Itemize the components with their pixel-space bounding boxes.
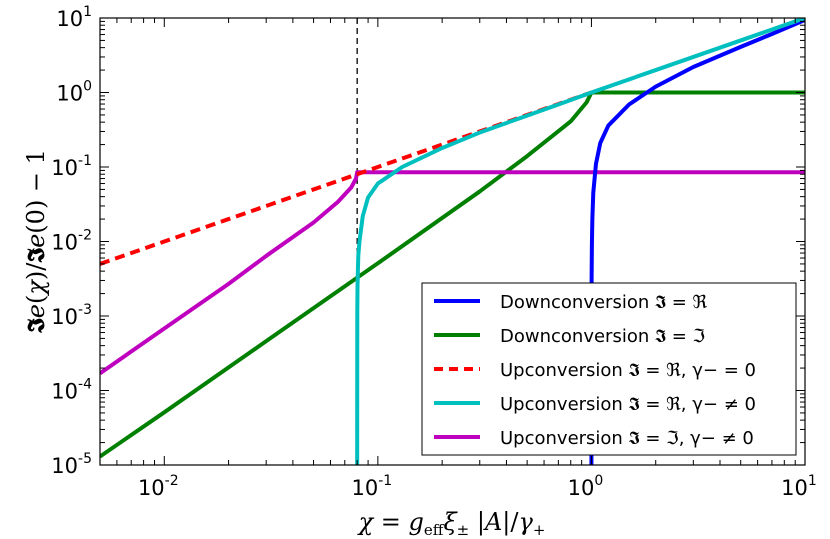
y-tick-label: 10-4 [51, 377, 92, 404]
legend-label-4: Upconversion 𝕴 = ℑ, γ− ≠ 0 [500, 428, 754, 449]
legend-label-2: Upconversion 𝕴 = ℜ, γ− = 0 [500, 360, 756, 381]
series-line-1 [100, 90, 805, 459]
y-tick-label: 10-5 [51, 451, 92, 478]
y-tick-label: 101 [56, 4, 92, 31]
y-tick-label: 10-1 [51, 153, 92, 180]
legend-label-1: Downconversion 𝕴 = ℑ [500, 326, 705, 347]
x-tick-label: 101 [781, 473, 817, 500]
y-tick-label: 10-2 [51, 228, 92, 255]
y-axis-label: 𝕴e(χ)/𝕴e(0) − 1 [21, 149, 50, 333]
y-tick-label: 100 [56, 79, 92, 106]
legend: Downconversion 𝕴 = ℜ Downconversion 𝕴 = ℑ… [421, 282, 797, 456]
legend-label-0: Downconversion 𝕴 = ℜ [500, 292, 708, 313]
y-tick-label: 10-3 [51, 302, 92, 329]
legend-box [421, 282, 797, 456]
series-line-3 [355, 18, 805, 465]
series-line-4 [100, 170, 805, 375]
x-tick-label: 10-2 [138, 473, 179, 500]
x-axis-label: χ = geffξ± |A|/γ+ [357, 508, 546, 539]
x-tick-label: 10-1 [352, 473, 393, 500]
plot-area [100, 18, 805, 465]
x-tick-label: 100 [568, 473, 604, 500]
legend-label-3: Upconversion 𝕴 = ℜ, γ− ≠ 0 [500, 394, 756, 415]
